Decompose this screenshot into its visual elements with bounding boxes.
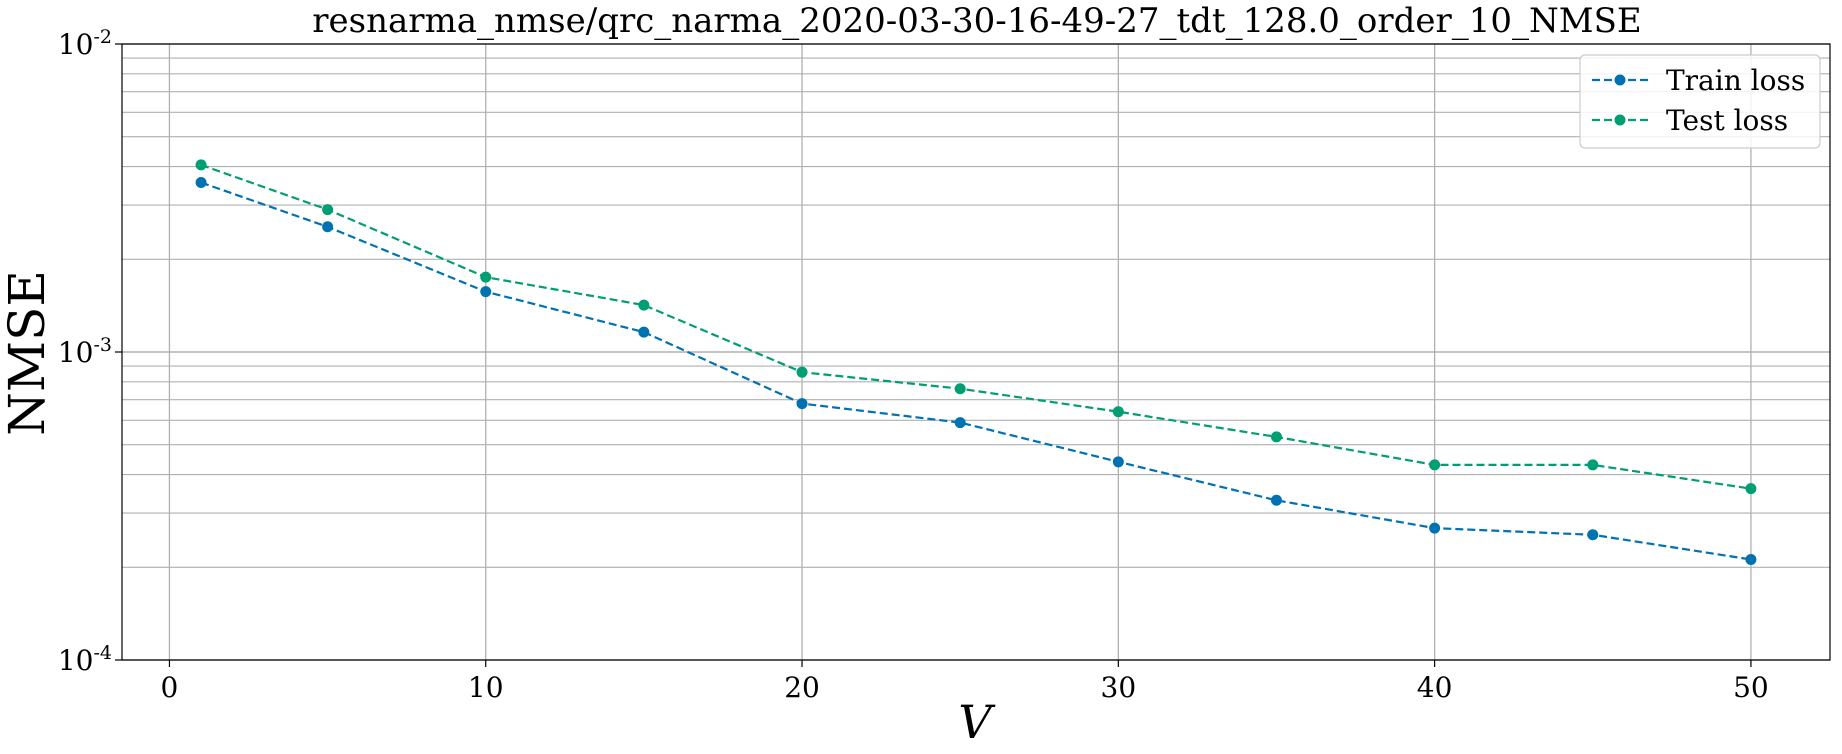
- legend-label: Test loss: [1666, 104, 1788, 137]
- legend-frame: [1579, 54, 1821, 149]
- data-point: [195, 177, 207, 189]
- legend-marker: [1614, 114, 1626, 126]
- data-point: [1587, 529, 1599, 541]
- data-point: [796, 366, 808, 378]
- data-point: [1745, 483, 1757, 495]
- x-tick-label: 0: [161, 671, 179, 704]
- legend-marker: [1614, 74, 1626, 86]
- data-point: [1270, 431, 1282, 443]
- data-point: [322, 204, 334, 216]
- data-point: [1270, 494, 1282, 506]
- x-tick-label: 30: [1101, 671, 1137, 704]
- y-tick-label: 10-4: [58, 642, 112, 677]
- x-axis-label: V: [958, 695, 996, 749]
- legend: Train loss Test loss: [1579, 54, 1821, 149]
- data-point: [480, 286, 492, 298]
- data-point: [796, 398, 808, 410]
- data-point: [1112, 456, 1124, 468]
- data-point: [638, 299, 650, 311]
- y-tick-label: 10-2: [58, 26, 112, 61]
- legend-label: Train loss: [1666, 64, 1805, 97]
- data-point: [1429, 522, 1441, 534]
- data-point: [638, 326, 650, 338]
- data-point: [954, 417, 966, 429]
- axis-ticks: 0 10 20 30 40 50 10-4 10-3 10-2: [58, 26, 1769, 704]
- data-point: [322, 221, 334, 233]
- data-point: [1429, 459, 1441, 471]
- y-tick-label: 10-3: [58, 334, 112, 369]
- x-tick-label: 50: [1733, 671, 1769, 704]
- data-point: [1112, 406, 1124, 418]
- series-train-loss: [195, 177, 1757, 565]
- x-tick-label: 10: [468, 671, 504, 704]
- data-point: [954, 383, 966, 395]
- data-point: [480, 271, 492, 283]
- grid: [122, 43, 1830, 661]
- y-axis-label: NMSE: [0, 270, 56, 436]
- data-point: [195, 159, 207, 171]
- data-point: [1745, 553, 1757, 565]
- data-point: [1587, 459, 1599, 471]
- chart-title: resnarma_nmse/qrc_narma_2020-03-30-16-49…: [312, 1, 1641, 41]
- x-tick-label: 40: [1417, 671, 1453, 704]
- series-line: [200, 163, 1752, 490]
- series-test-loss: [195, 159, 1757, 495]
- series: [195, 159, 1757, 565]
- series-line: [200, 181, 1752, 561]
- x-tick-label: 20: [784, 671, 820, 704]
